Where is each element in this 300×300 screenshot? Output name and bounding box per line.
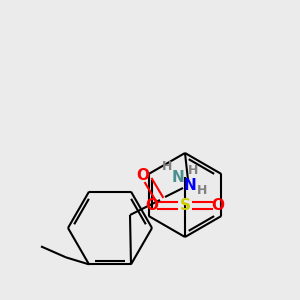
Text: N: N xyxy=(184,178,196,193)
Text: O: O xyxy=(212,197,224,212)
Text: O: O xyxy=(136,167,149,182)
Text: H: H xyxy=(197,184,207,196)
Text: H: H xyxy=(188,164,198,176)
Text: H: H xyxy=(162,160,172,173)
Text: O: O xyxy=(146,197,158,212)
Text: N: N xyxy=(172,169,184,184)
Text: S: S xyxy=(179,197,191,212)
